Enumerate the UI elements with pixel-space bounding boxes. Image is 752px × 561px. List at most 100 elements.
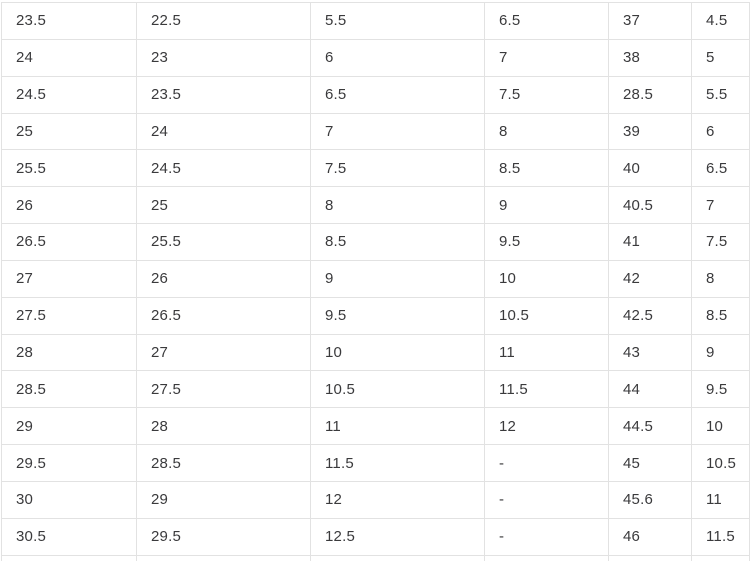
table-cell: 24.5 [1, 75, 137, 114]
table-cell: 30 [1, 480, 137, 519]
table-cell: 26.5 [136, 296, 311, 335]
table-row-partial [1, 554, 750, 561]
table-cell: 26 [136, 259, 311, 298]
table-cell: 42 [608, 259, 692, 298]
table-cell: 37 [608, 2, 692, 40]
table-cell: 29.5 [136, 517, 311, 556]
table-cell: 9.5 [484, 223, 609, 261]
table-cell: 10.5 [691, 444, 750, 482]
table-cell: 41 [608, 223, 692, 261]
table-cell: 27 [136, 333, 311, 372]
table-cell: 8.5 [310, 223, 485, 261]
table-cell: 9 [484, 186, 609, 225]
table-cell [310, 554, 485, 561]
table-cell: 26 [1, 186, 137, 225]
table-cell: 8.5 [484, 149, 609, 188]
table-cell: - [484, 444, 609, 482]
table-cell: 25 [136, 186, 311, 225]
table-cell: 9 [691, 333, 750, 372]
table-cell: 44.5 [608, 407, 692, 446]
table-cell: 12 [310, 480, 485, 519]
table-cell: 29 [1, 407, 137, 446]
table-cell: 11.5 [691, 517, 750, 556]
table-cell: 10 [691, 407, 750, 446]
table-cell: 11.5 [484, 370, 609, 409]
table-row: 25 24 7 8 39 6 [1, 112, 750, 151]
table-cell: 28.5 [608, 75, 692, 114]
table-cell: 24 [1, 38, 137, 77]
table-cell: 10 [484, 259, 609, 298]
table-cell: 23.5 [1, 2, 137, 40]
table-cell: 12 [484, 407, 609, 446]
table-cell: 7.5 [310, 149, 485, 188]
table-cell: 7 [484, 38, 609, 77]
table-cell: - [484, 517, 609, 556]
table-cell: 6.5 [484, 2, 609, 40]
table-cell: 11 [310, 407, 485, 446]
table-row: 28 27 10 11 43 9 [1, 333, 750, 372]
table-row: 26.5 25.5 8.5 9.5 41 7.5 [1, 223, 750, 261]
table-cell: 30.5 [1, 517, 137, 556]
table-row: 27 26 9 10 42 8 [1, 259, 750, 298]
table-cell: 38 [608, 38, 692, 77]
table-cell: 27.5 [1, 296, 137, 335]
table-row: 24.5 23.5 6.5 7.5 28.5 5.5 [1, 75, 750, 114]
table-cell: 6.5 [691, 149, 750, 188]
table-cell: 4.5 [691, 2, 750, 40]
table-row: 25.5 24.5 7.5 8.5 40 6.5 [1, 149, 750, 188]
table-cell: 9 [310, 259, 485, 298]
table-cell: 27 [1, 259, 137, 298]
table-cell: 6.5 [310, 75, 485, 114]
table-cell: 8.5 [691, 296, 750, 335]
table-cell [608, 554, 692, 561]
table-cell: 45.6 [608, 480, 692, 519]
table-row: 30.5 29.5 12.5-46 11.5 [1, 517, 750, 556]
table-cell: 5.5 [310, 2, 485, 40]
table-cell: 46 [608, 517, 692, 556]
table-cell: 24.5 [136, 149, 311, 188]
table-cell: 25.5 [1, 149, 137, 188]
table-cell [136, 554, 311, 561]
table-cell: 6 [691, 112, 750, 151]
table-cell: 10.5 [310, 370, 485, 409]
table-cell: 28.5 [1, 370, 137, 409]
table-cell: 8 [310, 186, 485, 225]
table-cell: 29 [136, 480, 311, 519]
table-cell: 29.5 [1, 444, 137, 482]
table-cell: 22.5 [136, 2, 311, 40]
table-row: 26 25 8 9 40.5 7 [1, 186, 750, 225]
table-cell: 24 [136, 112, 311, 151]
table-cell: 23 [136, 38, 311, 77]
table-cell: 28.5 [136, 444, 311, 482]
table-cell: 5 [691, 38, 750, 77]
table-cell: 43 [608, 333, 692, 372]
table-row: 27.5 26.5 9.5 10.5 42.5 8.5 [1, 296, 750, 335]
table-cell: 12.5 [310, 517, 485, 556]
table-row: 29 28 11 12 44.5 10 [1, 407, 750, 446]
table-cell: 28 [1, 333, 137, 372]
table-cell: 27.5 [136, 370, 311, 409]
table-cell: 10 [310, 333, 485, 372]
table-cell: 26.5 [1, 223, 137, 261]
table-cell: 40.5 [608, 186, 692, 225]
table-cell: 42.5 [608, 296, 692, 335]
table-cell: 45 [608, 444, 692, 482]
table-cell: 11 [691, 480, 750, 519]
table-cell: 28 [136, 407, 311, 446]
table-cell: 39 [608, 112, 692, 151]
table-cell: 23.5 [136, 75, 311, 114]
table-cell: 7 [691, 186, 750, 225]
table-cell: 7.5 [691, 223, 750, 261]
table-cell [484, 554, 609, 561]
table-cell: 6 [310, 38, 485, 77]
table-cell: - [484, 480, 609, 519]
table-cell [1, 554, 137, 561]
table-cell: 44 [608, 370, 692, 409]
table-cell: 7.5 [484, 75, 609, 114]
table-cell: 10.5 [484, 296, 609, 335]
table-cell: 40 [608, 149, 692, 188]
table-cell: 9.5 [310, 296, 485, 335]
table-cell: 8 [484, 112, 609, 151]
